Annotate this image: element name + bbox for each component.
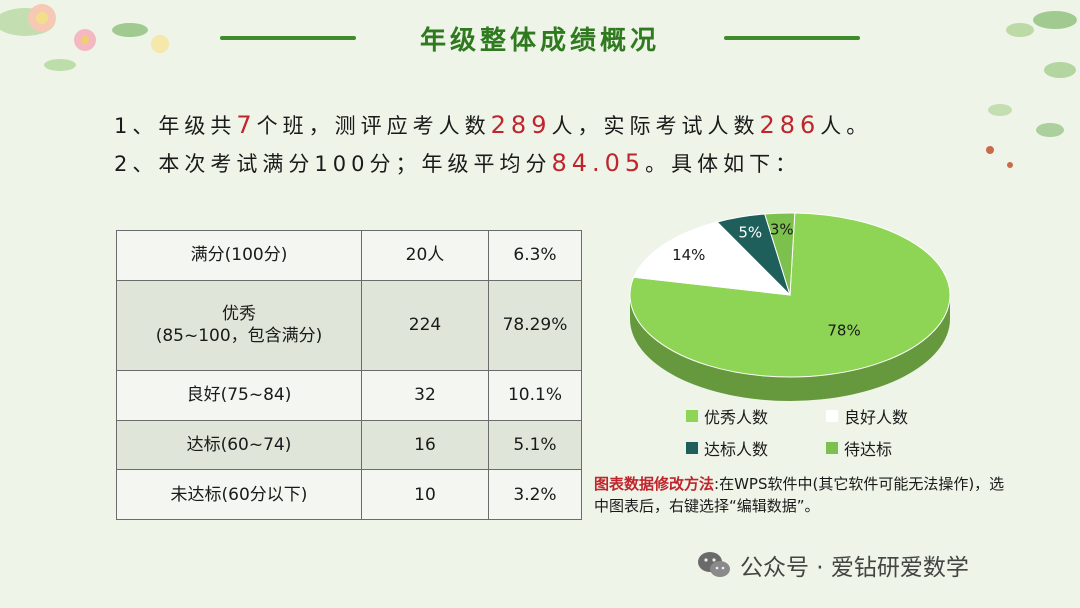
title-divider-right [724, 36, 860, 40]
table-row: 优秀 (85~100，包含满分) 224 78.29% [116, 279, 582, 371]
table-row: 未达标(60分以下) 10 3.2% [116, 469, 582, 520]
row-label: 优秀 (85~100，包含满分) [116, 279, 362, 371]
pie-slice-3 [764, 212, 796, 296]
row-label: 良好(75~84) [116, 369, 362, 421]
note-text: :在WPS软件中(其它软件可能无法操作)，选中图表后，右键选择“编辑数据”。 [594, 475, 1005, 515]
row-label-line-2: (85~100，包含满分) [155, 326, 323, 347]
table-row: 良好(75~84) 32 10.1% [116, 369, 582, 421]
pie-side-0 [630, 295, 950, 401]
score-table: 满分(100分) 20人 6.3% 优秀 (85~100，包含满分) 224 78… [116, 230, 582, 520]
row-label: 达标(60~74) [116, 419, 362, 471]
legend-item: 待达标 [826, 436, 892, 460]
table-row: 达标(60~74) 16 5.1% [116, 419, 582, 471]
intro-line-1: 1、年级共7个班，测评应考人数289人，实际考试人数286人。 [114, 111, 873, 139]
row-label: 未达标(60分以下) [116, 469, 362, 520]
watermark: 公众号 · 爱钻研爱数学 [696, 548, 969, 582]
edit-data-note: 图表数据修改方法:在WPS软件中(其它软件可能无法操作)，选中图表后，右键选择“… [594, 474, 1014, 518]
class-count: 7 [236, 111, 257, 139]
expected-count: 289 [490, 111, 552, 139]
floral-decoration-top-right [986, 11, 1077, 168]
row-percent: 5.1% [488, 419, 582, 471]
legend-swatch [826, 442, 838, 454]
pie-data-label-0: 78% [827, 322, 860, 340]
row-count: 10 [361, 469, 489, 520]
pie-data-label-3: 3% [770, 221, 794, 239]
row-count: 224 [361, 279, 489, 371]
row-percent: 10.1% [488, 369, 582, 421]
row-percent: 3.2% [488, 469, 582, 520]
legend-swatch [686, 410, 698, 422]
title-divider-left [220, 36, 356, 40]
wechat-icon [698, 552, 730, 577]
pie-data-label-1: 14% [672, 246, 705, 264]
intro-line-2: 2、本次考试满分100分；年级平均分84.05。具体如下： [114, 149, 802, 177]
row-label: 满分(100分) [116, 230, 362, 281]
actual-count: 286 [759, 111, 821, 139]
legend-swatch [826, 410, 838, 422]
average-score: 84.05 [551, 149, 646, 177]
note-highlight: 图表数据修改方法 [594, 475, 715, 493]
row-count: 20人 [361, 230, 489, 281]
row-percent: 6.3% [488, 230, 582, 281]
legend-item: 优秀人数 [686, 404, 768, 428]
page-title: 年级整体成绩概况 [419, 26, 660, 56]
pie-data-label-2: 5% [738, 224, 762, 242]
row-count: 16 [361, 419, 489, 471]
row-count: 32 [361, 369, 489, 421]
title-bar: 年级整体成绩概况 [220, 20, 860, 64]
watermark-text: 公众号 · 爱钻研爱数学 [740, 555, 969, 581]
pie-slice-1 [633, 221, 792, 296]
legend-swatch [686, 442, 698, 454]
legend-item: 良好人数 [826, 404, 908, 428]
pie-chart: 78% 14% 5% 3% [629, 212, 951, 401]
legend-item: 达标人数 [686, 436, 768, 460]
row-percent: 78.29% [488, 279, 582, 371]
floral-decoration-top-left [0, 4, 169, 71]
row-label-line-1: 优秀 [222, 304, 256, 325]
table-row: 满分(100分) 20人 6.3% [116, 230, 582, 281]
